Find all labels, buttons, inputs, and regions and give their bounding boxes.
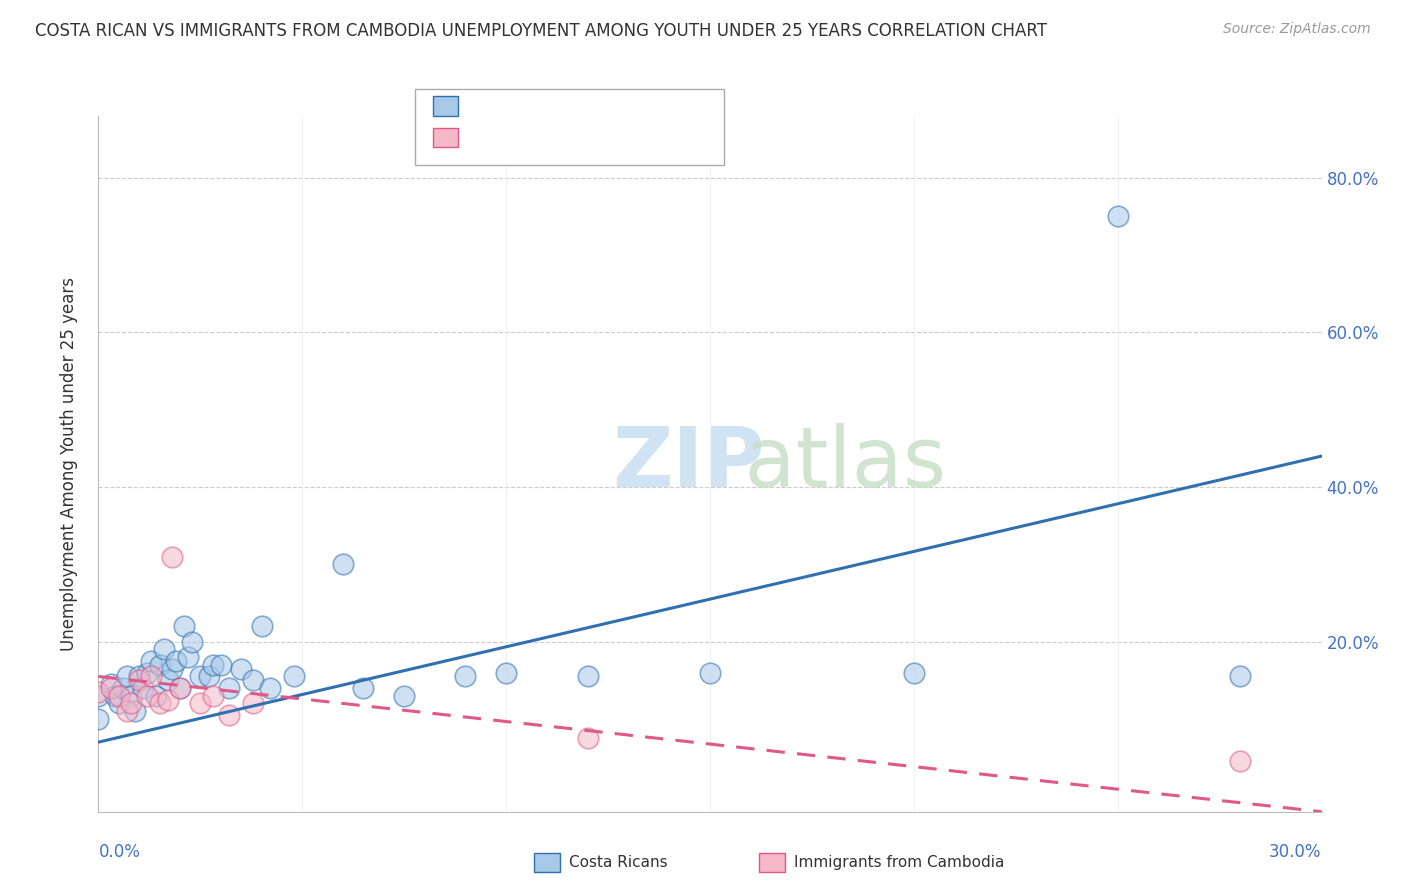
Point (149, 657, 172, 672)
Point (352, 681, 374, 695)
Point (160, 662, 183, 676)
Text: atlas: atlas (612, 424, 946, 504)
Point (108, 697, 131, 711)
Point (209, 657, 232, 672)
Point (169, 681, 191, 695)
Point (165, 654, 187, 668)
Point (392, 689, 416, 703)
Text: ZIP: ZIP (612, 424, 765, 504)
Point (128, 669, 150, 683)
Text: Immigrants from Cambodia: Immigrants from Cambodia (794, 855, 1005, 870)
Point (283, 669, 305, 683)
Text: R = -0.305  N = 18: R = -0.305 N = 18 (467, 130, 612, 145)
Point (136, 665, 159, 680)
Point (87, 689, 110, 703)
Point (111, 681, 134, 695)
Point (156, 673, 179, 688)
Point (104, 689, 127, 703)
Point (124, 704, 146, 718)
Text: Source: ZipAtlas.com: Source: ZipAtlas.com (1223, 22, 1371, 37)
Point (576, 731, 599, 746)
Point (181, 634, 204, 648)
Point (1107, 210, 1129, 224)
Point (250, 619, 273, 633)
Point (100, 681, 122, 695)
Point (100, 677, 122, 691)
Point (454, 669, 477, 683)
Point (115, 704, 138, 718)
Point (242, 697, 264, 711)
Point (177, 650, 200, 665)
Point (903, 665, 925, 680)
Point (169, 681, 191, 695)
Text: 0.0%: 0.0% (98, 843, 141, 861)
Point (160, 549, 183, 564)
Point (115, 669, 138, 683)
Point (136, 689, 159, 703)
Point (173, 619, 195, 633)
Point (576, 669, 599, 683)
Point (188, 697, 212, 711)
Point (141, 654, 163, 668)
Y-axis label: Unemployment Among Youth under 25 years: Unemployment Among Youth under 25 years (59, 277, 77, 651)
Text: 30.0%: 30.0% (1270, 843, 1322, 861)
Point (120, 689, 142, 703)
Point (188, 669, 212, 683)
Point (120, 697, 142, 711)
Point (231, 662, 253, 676)
Text: COSTA RICAN VS IMMIGRANTS FROM CAMBODIA UNEMPLOYMENT AMONG YOUTH UNDER 25 YEARS : COSTA RICAN VS IMMIGRANTS FROM CAMBODIA … (35, 22, 1047, 40)
Point (87, 685, 110, 699)
Point (197, 669, 219, 683)
Point (156, 692, 179, 706)
Point (108, 689, 131, 703)
Point (242, 673, 264, 688)
Point (141, 669, 163, 683)
Point (699, 665, 721, 680)
Point (1229, 755, 1251, 769)
Point (201, 657, 224, 672)
Point (132, 681, 155, 695)
Text: Costa Ricans: Costa Ricans (569, 855, 668, 870)
Point (128, 673, 150, 688)
Point (149, 697, 172, 711)
Point (495, 665, 517, 680)
Point (145, 689, 167, 703)
Point (332, 558, 354, 572)
Point (218, 681, 240, 695)
Point (87, 712, 110, 726)
Text: R =  0.331  N = 43: R = 0.331 N = 43 (467, 99, 612, 113)
Point (201, 689, 224, 703)
Point (218, 708, 240, 723)
Point (152, 642, 174, 657)
Point (259, 681, 281, 695)
Point (1229, 669, 1251, 683)
